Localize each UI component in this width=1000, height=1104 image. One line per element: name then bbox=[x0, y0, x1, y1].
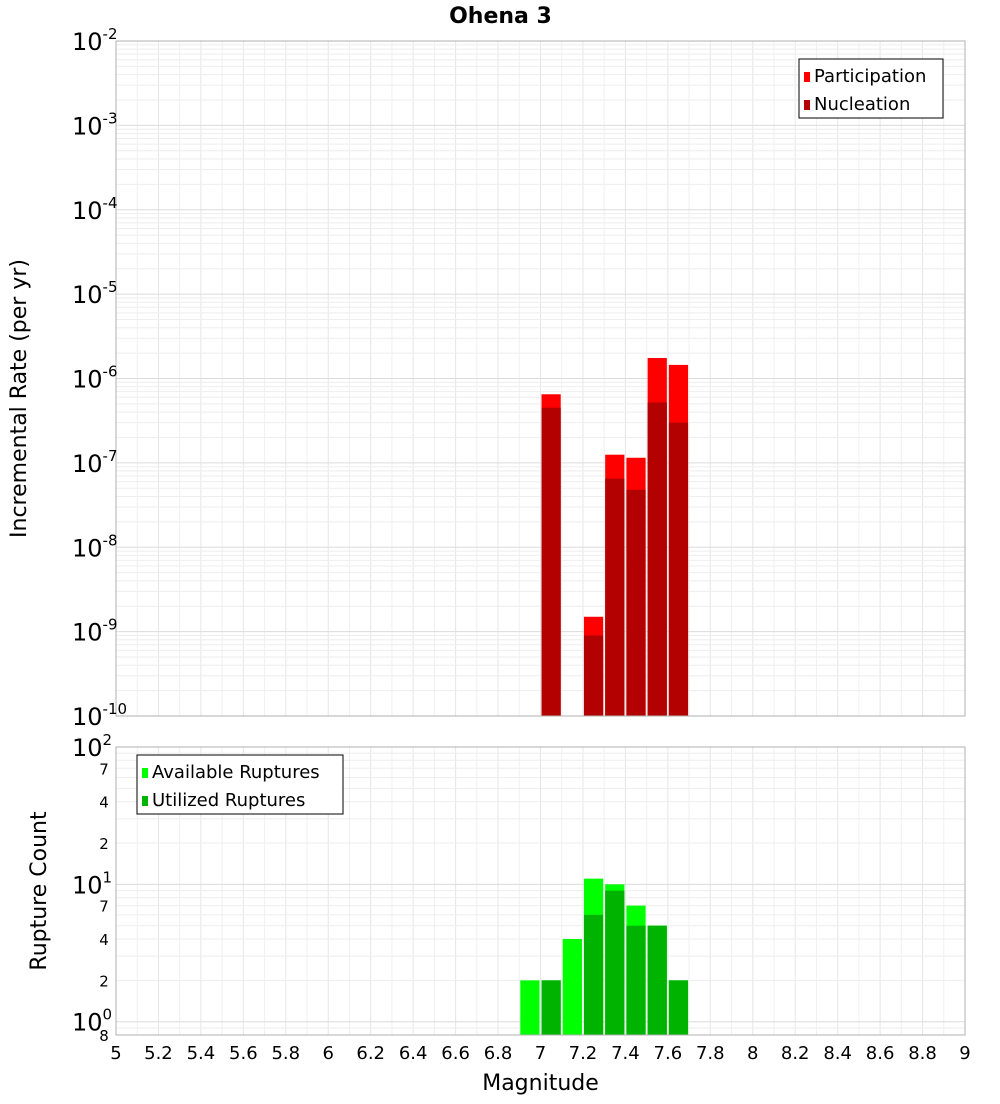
x-tick-label: 5.4 bbox=[187, 1043, 216, 1064]
legend-label: Available Ruptures bbox=[152, 762, 320, 783]
x-tick-label: 7.2 bbox=[569, 1043, 598, 1064]
available-ruptures-bar bbox=[520, 980, 540, 1035]
top-bars bbox=[541, 357, 689, 716]
bottom-plot-frame bbox=[115, 746, 966, 1036]
chart-title: Ohena 3 bbox=[449, 4, 552, 29]
bottom-bars bbox=[520, 878, 689, 1035]
y-minor-tick-label: 8 bbox=[99, 1027, 109, 1045]
y-minor-tick-label: 7 bbox=[99, 898, 109, 916]
y-minor-tick-label: 2 bbox=[99, 835, 109, 853]
legend-label: Utilized Ruptures bbox=[152, 790, 305, 811]
x-tick-label: 5 bbox=[110, 1043, 121, 1064]
x-tick-label: 5.6 bbox=[229, 1043, 258, 1064]
y-tick-label: 10-7 bbox=[72, 447, 118, 478]
x-tick-label: 6.4 bbox=[399, 1043, 428, 1064]
y-minor-tick-label: 4 bbox=[99, 794, 109, 812]
legend-swatch bbox=[804, 100, 810, 110]
y-tick-label: 10-5 bbox=[72, 278, 118, 309]
legend-swatch bbox=[804, 72, 810, 82]
y-tick-label: 102 bbox=[72, 731, 112, 762]
utilized-ruptures-bar bbox=[541, 980, 561, 1035]
legend-box bbox=[136, 754, 344, 815]
nucleation-bar bbox=[647, 402, 667, 716]
x-tick-label: 8 bbox=[747, 1043, 758, 1064]
y-tick-label: 100 bbox=[72, 1006, 112, 1037]
x-tick-label: 7 bbox=[535, 1043, 546, 1064]
nucleation-bar bbox=[541, 407, 561, 716]
nucleation-bar bbox=[668, 422, 689, 716]
legend-swatch bbox=[142, 768, 148, 778]
legend-box bbox=[798, 58, 944, 119]
bottom-y-tick-labels: 100 101 102 2 4 7 2 4 7 8 bbox=[72, 731, 112, 1045]
top-plot-frame bbox=[115, 40, 966, 717]
y-minor-tick-label: 4 bbox=[99, 931, 109, 949]
x-tick-label: 5.8 bbox=[271, 1043, 300, 1064]
x-tick-label: 8.2 bbox=[781, 1043, 810, 1064]
top-plot-grid bbox=[115, 41, 966, 717]
available-ruptures-bar bbox=[562, 939, 582, 1035]
legend-swatch bbox=[142, 796, 148, 806]
y-tick-label: 10-9 bbox=[72, 616, 118, 647]
utilized-ruptures-bar bbox=[668, 980, 689, 1035]
legend-label: Participation bbox=[814, 66, 926, 87]
x-tick-label: 8.4 bbox=[823, 1043, 852, 1064]
y-tick-label: 10-3 bbox=[72, 109, 118, 140]
x-tick-label: 9 bbox=[959, 1043, 970, 1064]
legend-label: Nucleation bbox=[814, 94, 910, 115]
bottom-legend: Available Ruptures Utilized Ruptures bbox=[136, 754, 344, 815]
x-tick-label: 6.6 bbox=[441, 1043, 470, 1064]
top-legend: Participation Nucleation bbox=[798, 58, 944, 119]
x-tick-labels: 5 5.2 5.4 5.6 5.8 6 6.2 6.4 6.6 6.8 7 7.2 7.4 7.6 7.8 8… bbox=[110, 1043, 970, 1064]
x-tick-label: 5.2 bbox=[144, 1043, 173, 1064]
y-tick-label: 10-8 bbox=[72, 531, 118, 562]
nucleation-bar bbox=[605, 478, 625, 716]
y-tick-label: 101 bbox=[72, 868, 112, 899]
x-tick-label: 8.8 bbox=[908, 1043, 937, 1064]
y-axis-label-bottom: Rupture Count bbox=[27, 811, 52, 971]
y-axis-label-top: Incremental Rate (per yr) bbox=[7, 259, 32, 538]
x-tick-label: 7.6 bbox=[654, 1043, 683, 1064]
x-tick-label: 6.8 bbox=[484, 1043, 513, 1064]
x-axis-label: Magnitude bbox=[482, 1071, 599, 1096]
x-tick-label: 6.2 bbox=[356, 1043, 385, 1064]
top-y-tick-labels: 10-10 10-9 10-8 10-7 10-6 10-5 10-4 10-3 10-2 bbox=[72, 25, 127, 731]
utilized-ruptures-bar bbox=[647, 925, 667, 1035]
y-tick-label: 10-6 bbox=[72, 363, 118, 394]
y-minor-tick-label: 7 bbox=[99, 760, 109, 778]
y-minor-tick-label: 2 bbox=[99, 972, 109, 990]
y-tick-label: 10-4 bbox=[72, 194, 118, 225]
utilized-ruptures-bar bbox=[605, 890, 625, 1035]
y-tick-label: 10-10 bbox=[72, 700, 127, 731]
utilized-ruptures-bar bbox=[626, 925, 646, 1035]
y-tick-label: 10-2 bbox=[72, 25, 118, 56]
nucleation-bar bbox=[583, 635, 604, 716]
x-tick-label: 7.4 bbox=[611, 1043, 640, 1064]
x-tick-label: 6 bbox=[323, 1043, 334, 1064]
nucleation-bar bbox=[626, 489, 646, 716]
x-tick-label: 7.8 bbox=[696, 1043, 725, 1064]
x-tick-label: 8.6 bbox=[866, 1043, 895, 1064]
utilized-ruptures-bar bbox=[583, 914, 604, 1035]
